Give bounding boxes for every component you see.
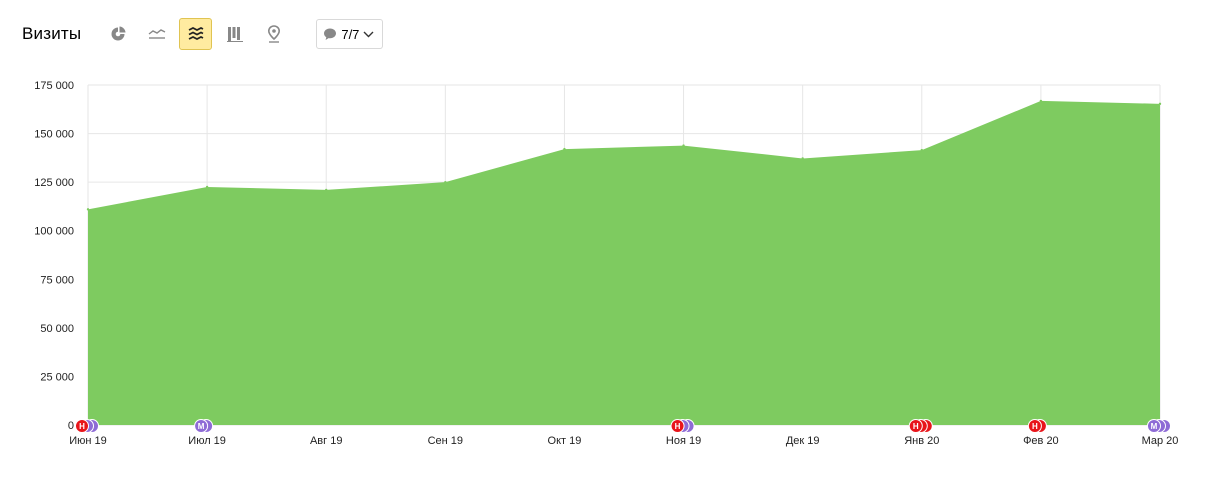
- data-point: [325, 188, 328, 192]
- line-chart-icon: [148, 29, 166, 39]
- data-point: [86, 208, 90, 211]
- note-marker: [1027, 419, 1042, 433]
- y-tick-label: 25 000: [40, 371, 74, 383]
- notes-count-label: 7/7: [341, 26, 360, 42]
- bar-chart-button[interactable]: [218, 18, 251, 50]
- y-tick-label: 75 000: [40, 274, 74, 286]
- data-point: [563, 147, 566, 151]
- x-tick-label: Мар 20: [1142, 435, 1179, 447]
- map-icon: [267, 25, 280, 43]
- data-point: [1039, 99, 1043, 103]
- chart-title: Визиты: [22, 24, 82, 43]
- note-marker-label: Н: [1032, 422, 1038, 431]
- line-chart-button[interactable]: [140, 18, 173, 50]
- y-tick-label: 175 000: [34, 80, 74, 92]
- data-point: [682, 144, 685, 147]
- x-tick-label: Дек 19: [786, 435, 820, 447]
- bar-chart-icon: [226, 27, 243, 42]
- x-tick-label: Сен 19: [428, 435, 463, 447]
- pie-chart-icon: [111, 26, 126, 41]
- x-tick-label: Июл 19: [188, 435, 226, 447]
- note-marker: [908, 419, 923, 433]
- y-tick-label: 50 000: [40, 323, 74, 335]
- pie-chart-button[interactable]: [101, 18, 134, 50]
- note-marker-label: М: [1151, 422, 1158, 431]
- chevron-down-icon: [363, 31, 374, 37]
- data-point: [1158, 102, 1162, 106]
- chart-toolbar: Визиты: [22, 18, 384, 50]
- x-tick-label: Янв 20: [904, 435, 939, 447]
- x-tick-label: Июн 19: [69, 435, 107, 447]
- note-marker: [670, 419, 685, 433]
- map-button[interactable]: [257, 18, 290, 50]
- note-marker: [194, 419, 209, 433]
- y-tick-label: 0: [68, 420, 74, 432]
- data-point: [920, 148, 923, 152]
- note-marker-label: Н: [675, 422, 681, 431]
- note-marker-label: Н: [79, 422, 85, 431]
- y-tick-label: 150 000: [34, 129, 74, 141]
- note-marker: [75, 419, 89, 433]
- comment-icon: [324, 28, 337, 40]
- data-point: [444, 180, 447, 184]
- area-chart-icon: [188, 27, 204, 41]
- note-marker-label: М: [198, 422, 205, 431]
- x-tick-label: Авг 19: [310, 435, 342, 447]
- data-point: [205, 185, 209, 189]
- note-marker: [1147, 419, 1161, 433]
- notes-dropdown[interactable]: 7/7: [316, 19, 384, 49]
- x-tick-label: Ноя 19: [666, 435, 701, 447]
- y-tick-label: 100 000: [34, 226, 74, 238]
- data-point: [801, 157, 804, 160]
- x-tick-label: Окт 19: [548, 435, 582, 447]
- note-marker-label: Н: [913, 422, 919, 431]
- series-area: [88, 100, 1160, 425]
- x-tick-label: Фев 20: [1023, 435, 1059, 447]
- area-chart-button[interactable]: [179, 18, 213, 50]
- y-tick-label: 125 000: [34, 177, 74, 189]
